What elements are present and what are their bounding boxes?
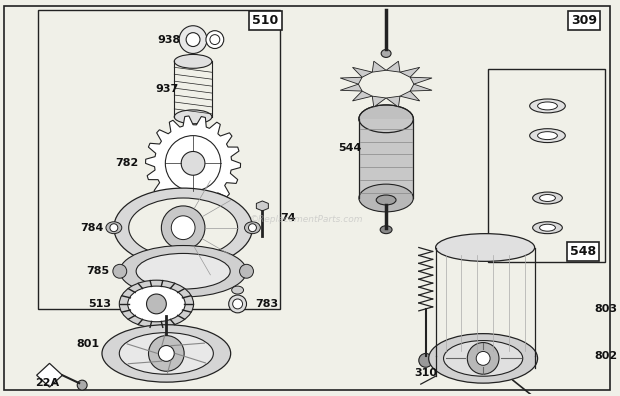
Circle shape	[149, 336, 184, 371]
Text: 74: 74	[280, 213, 296, 223]
Circle shape	[146, 294, 166, 314]
Polygon shape	[256, 201, 268, 211]
Circle shape	[467, 343, 499, 374]
Ellipse shape	[539, 194, 556, 202]
Polygon shape	[372, 61, 386, 72]
Circle shape	[110, 224, 118, 232]
Polygon shape	[400, 67, 420, 77]
Polygon shape	[386, 61, 400, 72]
Circle shape	[239, 265, 254, 278]
Circle shape	[181, 151, 205, 175]
Bar	[436, 248, 534, 356]
Circle shape	[179, 26, 207, 53]
Ellipse shape	[129, 198, 237, 257]
Text: 22A: 22A	[35, 378, 59, 388]
Polygon shape	[146, 116, 241, 211]
Circle shape	[210, 34, 219, 44]
Text: 937: 937	[155, 84, 178, 94]
Ellipse shape	[428, 334, 538, 383]
Ellipse shape	[443, 341, 523, 376]
Ellipse shape	[174, 54, 212, 68]
Text: 784: 784	[81, 223, 104, 233]
Ellipse shape	[538, 102, 557, 110]
Ellipse shape	[119, 280, 193, 328]
Circle shape	[476, 352, 490, 366]
Ellipse shape	[229, 295, 247, 313]
Text: 544: 544	[338, 143, 361, 154]
Ellipse shape	[533, 192, 562, 204]
Ellipse shape	[244, 222, 260, 234]
Bar	[38, 10, 280, 309]
Polygon shape	[372, 96, 386, 107]
Ellipse shape	[539, 224, 556, 231]
Ellipse shape	[119, 333, 213, 374]
Text: 783: 783	[255, 299, 278, 309]
Text: 782: 782	[115, 158, 139, 168]
Circle shape	[113, 265, 126, 278]
Circle shape	[158, 346, 174, 362]
Text: 801: 801	[76, 339, 99, 348]
Text: 510: 510	[252, 14, 278, 27]
Circle shape	[171, 216, 195, 240]
Ellipse shape	[436, 234, 534, 261]
Text: 513: 513	[88, 299, 111, 309]
Ellipse shape	[533, 222, 562, 234]
Text: 548: 548	[570, 245, 596, 258]
Ellipse shape	[376, 195, 396, 205]
Polygon shape	[400, 91, 420, 101]
Text: 802: 802	[594, 351, 617, 362]
Ellipse shape	[174, 110, 212, 124]
Polygon shape	[410, 84, 432, 91]
Bar	[488, 69, 605, 263]
Circle shape	[186, 32, 200, 46]
Ellipse shape	[538, 131, 557, 139]
Polygon shape	[386, 96, 400, 107]
Text: 785: 785	[86, 266, 109, 276]
Ellipse shape	[529, 99, 565, 113]
Ellipse shape	[359, 105, 414, 133]
Polygon shape	[37, 364, 63, 387]
Ellipse shape	[102, 325, 231, 382]
Circle shape	[166, 135, 221, 191]
Text: 310: 310	[414, 368, 437, 378]
Ellipse shape	[232, 286, 244, 294]
Polygon shape	[340, 77, 362, 84]
Text: 938: 938	[157, 34, 180, 45]
Ellipse shape	[380, 226, 392, 234]
Ellipse shape	[529, 129, 565, 143]
Bar	[360, 119, 413, 198]
Polygon shape	[353, 91, 372, 101]
Circle shape	[78, 380, 87, 390]
Ellipse shape	[128, 286, 185, 322]
Circle shape	[161, 206, 205, 249]
Circle shape	[206, 30, 224, 48]
Ellipse shape	[359, 184, 414, 212]
Text: ©ReplacementParts.com: ©ReplacementParts.com	[250, 215, 364, 224]
Ellipse shape	[120, 246, 247, 297]
Ellipse shape	[114, 188, 252, 267]
Polygon shape	[410, 77, 432, 84]
Ellipse shape	[232, 299, 242, 309]
Ellipse shape	[136, 253, 230, 289]
Ellipse shape	[106, 222, 122, 234]
Ellipse shape	[381, 50, 391, 57]
Text: 309: 309	[571, 14, 597, 27]
Circle shape	[418, 354, 433, 367]
Polygon shape	[340, 84, 362, 91]
Circle shape	[249, 224, 257, 232]
Text: 803: 803	[594, 304, 617, 314]
Polygon shape	[353, 67, 372, 77]
